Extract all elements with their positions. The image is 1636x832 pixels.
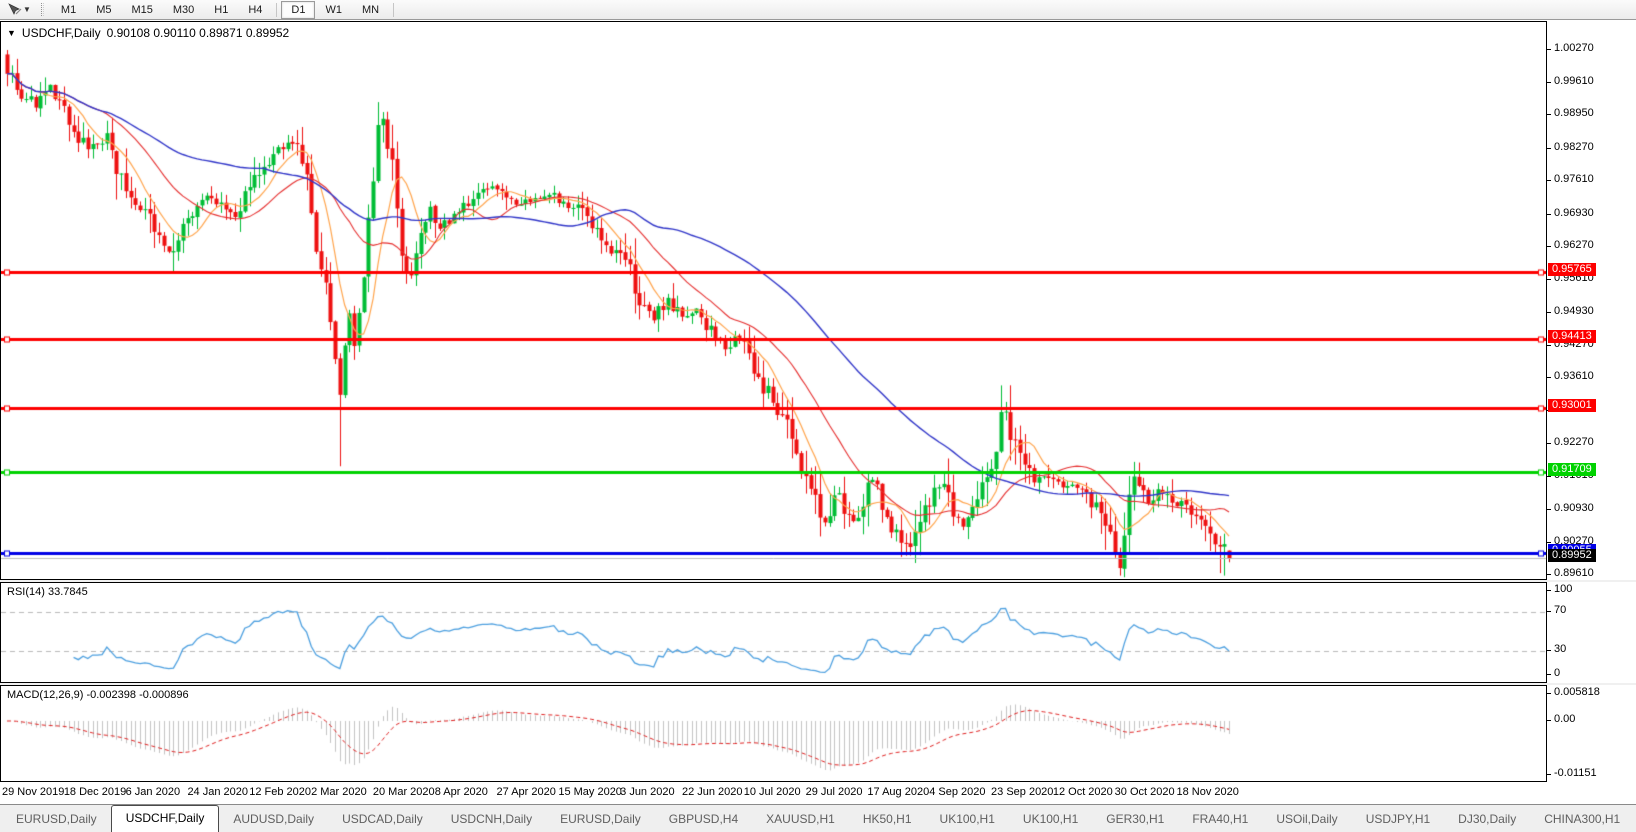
timeframe-button-m15[interactable]: M15 bbox=[131, 3, 153, 16]
rsi-panel: RSI(14) 33.7845 bbox=[0, 582, 1547, 683]
time-axis-label: 23 Sep 2020 bbox=[991, 786, 1054, 798]
main-chart-panel: ▼ USDCHF,Daily 0.90108 0.90110 0.89871 0… bbox=[0, 21, 1547, 580]
hline-price-flag[interactable]: 0.91709 bbox=[1548, 462, 1596, 476]
chart-tab-uk100-h1[interactable]: UK100,H1 bbox=[939, 812, 995, 826]
cursor-tool-caret-icon[interactable]: ▼ bbox=[23, 5, 31, 14]
chart-tab-usdchf-daily[interactable]: USDCHF,Daily bbox=[110, 805, 220, 832]
rsi-axis-tick: 30 bbox=[1547, 643, 1566, 655]
chart-title: ▼ USDCHF,Daily 0.90108 0.90110 0.89871 0… bbox=[7, 26, 289, 40]
price-axis-tick: 0.92270 bbox=[1547, 436, 1594, 448]
macd-axis-tick: 0.00 bbox=[1547, 713, 1575, 725]
timeframe-button-h4[interactable]: H4 bbox=[248, 3, 263, 16]
time-axis-label: 6 Jan 2020 bbox=[125, 786, 181, 798]
timeframe-button-m5[interactable]: M5 bbox=[96, 3, 112, 16]
chart-tab-bar: EURUSD,Daily USDCHF,Daily AUDUSD,Daily USDC… bbox=[0, 804, 1636, 832]
timeframe-button-d1[interactable]: D1 bbox=[281, 0, 316, 19]
rsi-canvas[interactable] bbox=[1, 583, 1546, 682]
chart-symbol-period: USDCHF,Daily bbox=[21, 26, 101, 40]
timeframe-button-mn[interactable]: MN bbox=[361, 3, 380, 16]
chart-ohlc-values: 0.90108 0.90110 0.89871 0.89952 bbox=[106, 26, 290, 40]
timeframe-button-m1[interactable]: M1 bbox=[60, 3, 77, 16]
price-axis-tick: 0.96930 bbox=[1547, 207, 1594, 219]
macd-axis-tick: 0.005818 bbox=[1547, 686, 1600, 698]
hline-price-flag[interactable]: 0.95765 bbox=[1548, 262, 1596, 276]
timeframe-button-m30[interactable]: M30 bbox=[172, 3, 195, 16]
price-axis-tick: 1.00270 bbox=[1547, 42, 1594, 54]
rsi-axis-tick: 70 bbox=[1547, 604, 1566, 616]
time-axis-label: 27 Apr 2020 bbox=[496, 786, 556, 798]
price-axis-tick: 0.90270 bbox=[1547, 535, 1594, 547]
time-axis-label: 20 Mar 2020 bbox=[372, 786, 435, 798]
cursor-tool-button[interactable]: ▼ bbox=[4, 2, 34, 17]
price-axis-tick: 0.89610 bbox=[1547, 567, 1594, 579]
chart-tab-eurusd-daily[interactable]: EURUSD,Daily bbox=[560, 812, 641, 826]
time-axis-label: 17 Aug 2020 bbox=[867, 786, 930, 798]
macd-canvas[interactable] bbox=[1, 686, 1546, 781]
rsi-axis-tick: 0 bbox=[1547, 667, 1560, 679]
time-axis-label: 18 Nov 2020 bbox=[1176, 786, 1239, 798]
main-chart-canvas[interactable] bbox=[1, 22, 1546, 579]
chart-tab-ger30-h1[interactable]: GER30,H1 bbox=[1106, 812, 1165, 826]
chart-tab-fra40-h1[interactable]: FRA40,H1 bbox=[1192, 812, 1249, 826]
time-axis-label: 30 Oct 2020 bbox=[1114, 786, 1175, 798]
time-axis-label: 15 May 2020 bbox=[558, 786, 622, 798]
chart-tab-gbpusd-h4[interactable]: GBPUSD,H4 bbox=[668, 812, 739, 826]
time-axis-label: 8 Apr 2020 bbox=[434, 786, 488, 798]
time-axis-label: 4 Sep 2020 bbox=[929, 786, 986, 798]
time-axis-label: 29 Nov 2019 bbox=[2, 786, 65, 798]
panel-divider[interactable] bbox=[0, 580, 1636, 582]
price-axis-tick: 0.93610 bbox=[1547, 370, 1594, 382]
timeframe-button-w1[interactable]: W1 bbox=[325, 3, 342, 16]
rsi-axis-tick: 100 bbox=[1547, 583, 1572, 595]
chart-tab-hk50-h1[interactable]: HK50,H1 bbox=[862, 812, 912, 826]
price-axis-tick: 0.99610 bbox=[1547, 75, 1594, 87]
time-axis-label: 10 Jul 2020 bbox=[743, 786, 801, 798]
price-axis-tick: 0.97610 bbox=[1547, 173, 1594, 185]
current-price-flag: 0.89952 bbox=[1548, 549, 1596, 563]
price-axis: 1.00270 0.99610 0.98950 0.98270 0.97610 0.969… bbox=[1547, 21, 1636, 580]
chart-tab-audusd-daily[interactable]: AUDUSD,Daily bbox=[233, 812, 315, 826]
timeframe-buttons: M1 M5 M15 M30 H1 H4 D1 W1 MN bbox=[51, 0, 398, 19]
time-axis-label: 12 Oct 2020 bbox=[1052, 786, 1113, 798]
time-axis-label: 22 Jun 2020 bbox=[681, 786, 743, 798]
time-axis-label: 2 Mar 2020 bbox=[311, 786, 367, 798]
symbol-dropdown-icon[interactable]: ▼ bbox=[7, 28, 16, 38]
chart-tab-usoil-daily[interactable]: USOil,Daily bbox=[1276, 812, 1338, 826]
chart-tab-usdcad-daily[interactable]: USDCAD,Daily bbox=[342, 812, 423, 826]
time-axis-label: 24 Jan 2020 bbox=[187, 786, 248, 798]
toolbar-separator bbox=[393, 2, 395, 17]
toolbar-grip[interactable] bbox=[40, 3, 44, 16]
hline-price-flag[interactable]: 0.93001 bbox=[1548, 399, 1596, 413]
time-axis-label: 29 Jul 2020 bbox=[805, 786, 863, 798]
rsi-axis: 100 70 30 0 bbox=[1547, 582, 1636, 683]
macd-axis: 0.005818 0.00 -0.01151 bbox=[1547, 685, 1636, 782]
macd-label: MACD(12,26,9) -0.002398 -0.000896 bbox=[7, 689, 189, 701]
price-axis-tick: 0.98950 bbox=[1547, 107, 1594, 119]
toolbar-separator bbox=[276, 2, 278, 17]
time-axis: 29 Nov 2019 18 Dec 2019 6 Jan 2020 24 Jan 2… bbox=[0, 782, 1636, 804]
chart-tab-dj30-daily[interactable]: DJ30,Daily bbox=[1458, 812, 1517, 826]
chart-tab-usdcnh-daily[interactable]: USDCNH,Daily bbox=[450, 812, 533, 826]
chart-tab-china300-h1[interactable]: CHINA300,H1 bbox=[1544, 812, 1621, 826]
macd-axis-tick: -0.01151 bbox=[1547, 767, 1597, 779]
price-axis-tick: 0.96270 bbox=[1547, 239, 1594, 251]
cursor-tool-icon bbox=[8, 3, 22, 15]
time-axis-label: 18 Dec 2019 bbox=[63, 786, 127, 798]
price-axis-tick: 0.94930 bbox=[1547, 305, 1594, 317]
chart-tab-eurusd-daily[interactable]: EURUSD,Daily bbox=[16, 812, 97, 826]
macd-panel: MACD(12,26,9) -0.002398 -0.000896 bbox=[0, 685, 1547, 782]
hline-price-flag[interactable]: 0.94413 bbox=[1548, 329, 1596, 343]
rsi-label: RSI(14) 33.7845 bbox=[7, 586, 88, 598]
time-axis-label: 3 Jun 2020 bbox=[620, 786, 675, 798]
timeframe-toolbar: ▼ M1 M5 M15 M30 H1 H4 D1 W1 MN bbox=[0, 0, 1636, 20]
chart-tab-xauusd-h1[interactable]: XAUUSD,H1 bbox=[766, 812, 835, 826]
panel-divider[interactable] bbox=[0, 683, 1636, 685]
price-axis-tick: 0.90930 bbox=[1547, 502, 1594, 514]
price-axis-tick: 0.98270 bbox=[1547, 141, 1594, 153]
chart-tab-usdjpy-h1[interactable]: USDJPY,H1 bbox=[1365, 812, 1431, 826]
chart-tab-uk100-h1[interactable]: UK100,H1 bbox=[1022, 812, 1079, 826]
time-axis-label: 12 Feb 2020 bbox=[249, 786, 312, 798]
timeframe-button-h1[interactable]: H1 bbox=[214, 3, 229, 16]
